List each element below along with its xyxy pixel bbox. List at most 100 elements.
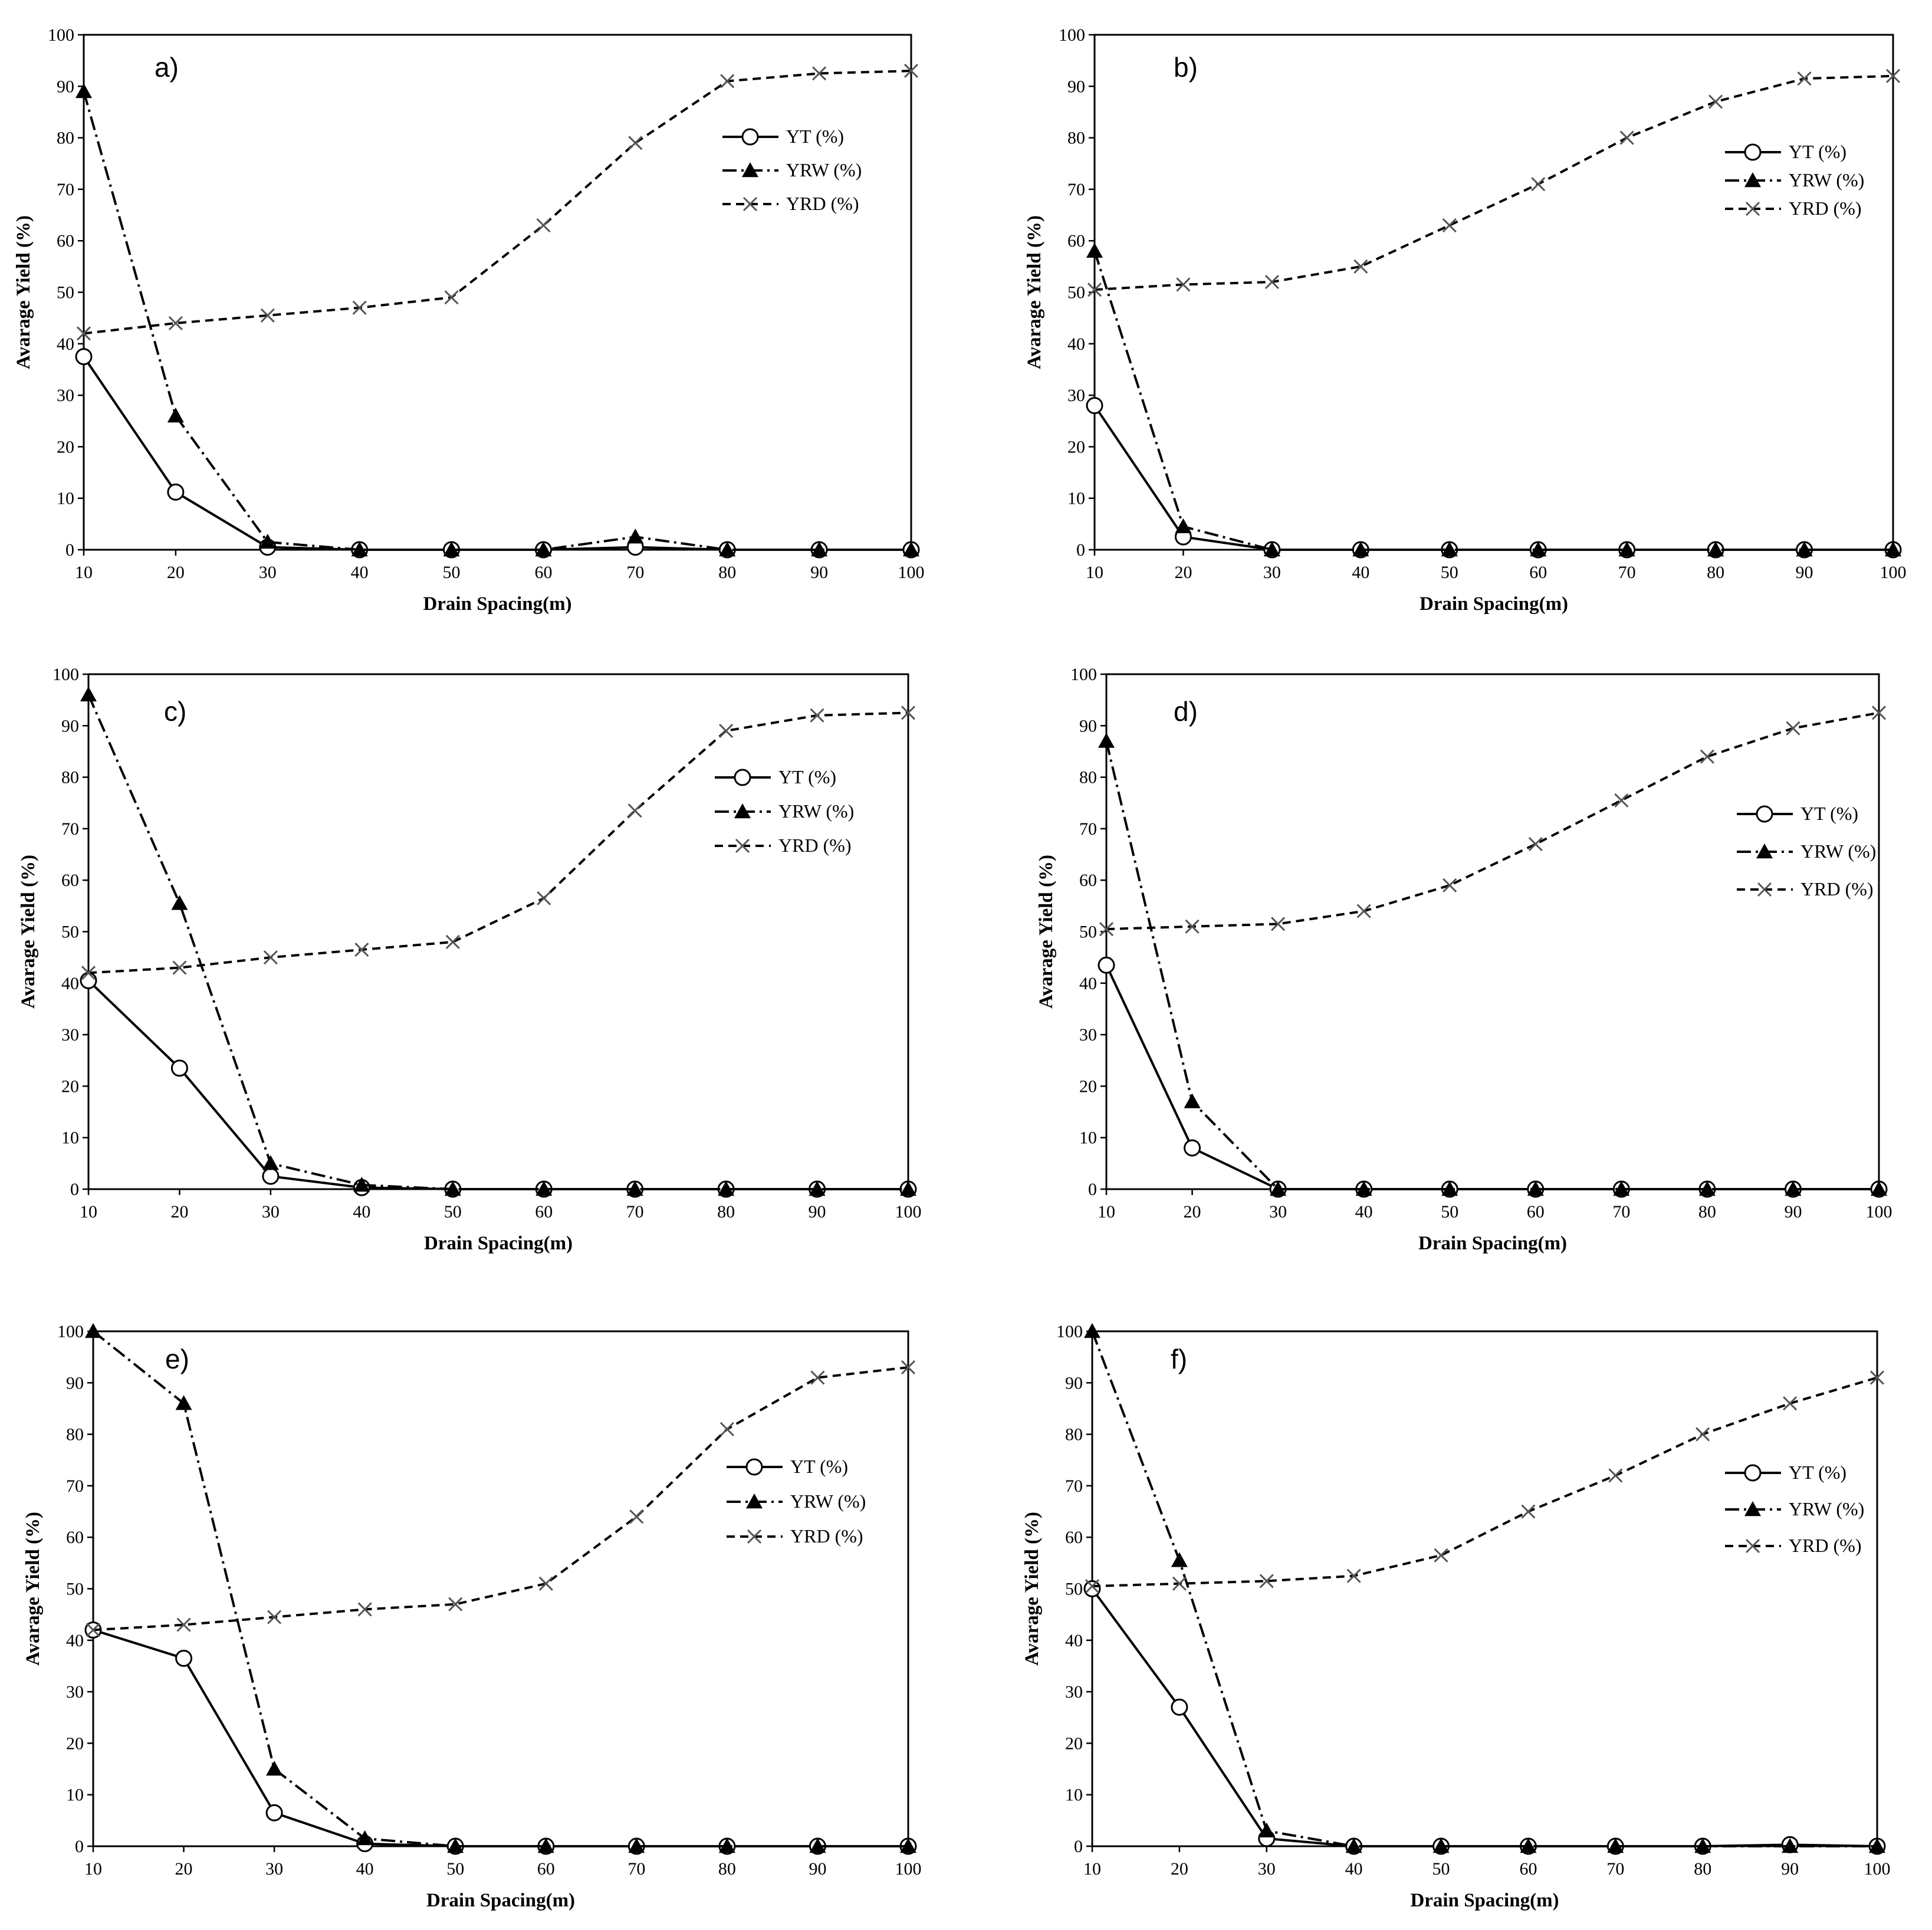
- y-tick-label: 0: [1088, 1180, 1097, 1199]
- data-point: [445, 934, 460, 950]
- legend-entry: YRD (%): [715, 835, 852, 856]
- panel-label: f): [1171, 1344, 1187, 1374]
- x-tick-label: 60: [1519, 1859, 1537, 1879]
- legend-marker: [745, 1458, 763, 1476]
- data-point: [1353, 259, 1368, 274]
- data-point: [809, 1838, 826, 1853]
- x-tick-label: 90: [810, 563, 828, 582]
- legend-entry: YRD (%): [1725, 1535, 1862, 1556]
- x-tick-label: 90: [809, 1859, 826, 1879]
- data-point: [1176, 277, 1191, 292]
- legend-label: YT (%): [1800, 803, 1858, 824]
- y-tick-label: 0: [75, 1837, 84, 1856]
- x-tick-label: 40: [353, 1202, 370, 1222]
- series-yrd: [1099, 705, 1887, 937]
- x-tick-label: 90: [1781, 1859, 1799, 1879]
- y-tick-label: 50: [1067, 283, 1085, 303]
- legend-entry: YRD (%): [1737, 878, 1874, 900]
- data-point: [1527, 1181, 1544, 1196]
- x-tick-label: 70: [1612, 1202, 1630, 1222]
- x-tick-label: 10: [1098, 1202, 1115, 1222]
- y-tick-label: 80: [1067, 129, 1085, 148]
- legend-entry: YRW (%): [1737, 841, 1876, 862]
- y-tick-label: 50: [61, 923, 79, 942]
- data-point: [75, 348, 93, 366]
- legend-marker: [735, 838, 750, 854]
- y-tick-label: 90: [1079, 716, 1097, 736]
- data-point: [901, 1360, 916, 1375]
- legend-entry: YRD (%): [722, 193, 859, 214]
- data-point: [903, 64, 919, 78]
- data-point: [262, 1155, 279, 1170]
- data-point: [1185, 919, 1200, 934]
- legend-entry: YRD (%): [727, 1525, 863, 1547]
- legend-entry: YRD (%): [1725, 198, 1862, 219]
- data-point: [1441, 1181, 1458, 1196]
- y-tick-label: 0: [65, 540, 74, 560]
- data-point: [1700, 749, 1714, 764]
- x-tick-label: 80: [1694, 1859, 1711, 1879]
- legend-entry: YT (%): [1737, 803, 1858, 824]
- legend-label: YRD (%): [1800, 878, 1874, 900]
- x-tick-label: 100: [1880, 563, 1907, 582]
- legend-marker: [742, 162, 758, 178]
- y-tick-label: 60: [66, 1528, 84, 1547]
- data-point: [259, 533, 276, 549]
- x-tick-label: 50: [444, 1202, 462, 1222]
- x-tick-label: 10: [84, 1859, 102, 1879]
- x-tick-label: 90: [1784, 1202, 1802, 1222]
- x-tick-label: 100: [1864, 1859, 1891, 1879]
- data-point: [267, 1610, 282, 1624]
- x-tick-label: 100: [1866, 1202, 1892, 1222]
- data-point: [448, 1597, 463, 1611]
- legend-entry: YRW (%): [1725, 1498, 1864, 1519]
- data-point: [1521, 1504, 1536, 1519]
- y-axis-title: Avarage Yield (%): [1024, 215, 1045, 369]
- data-point: [1869, 1370, 1885, 1385]
- x-tick-label: 30: [259, 563, 277, 582]
- data-point: [354, 942, 369, 957]
- series-yt: [80, 971, 917, 1198]
- data-point: [1785, 1181, 1802, 1196]
- y-axis-title: Avarage Yield (%): [22, 1512, 44, 1666]
- data-point: [170, 1059, 188, 1077]
- y-tick-label: 30: [61, 1025, 79, 1045]
- x-tick-label: 60: [534, 563, 552, 582]
- data-point: [626, 1181, 643, 1196]
- legend-label: YT (%): [1789, 141, 1846, 162]
- legend-entry: YT (%): [1725, 1462, 1846, 1483]
- data-point: [1871, 705, 1887, 720]
- legend-marker: [1756, 805, 1773, 823]
- series-yrw: [75, 83, 919, 557]
- x-tick-label: 50: [1441, 1202, 1458, 1222]
- y-axis-title: Avarage Yield (%): [13, 215, 34, 369]
- data-point: [900, 1838, 916, 1853]
- series-line: [83, 70, 912, 335]
- y-tick-label: 100: [48, 25, 74, 45]
- data-point: [1618, 541, 1635, 557]
- plot-area-frame: [1091, 1330, 1878, 1847]
- y-tick-label: 70: [1079, 819, 1097, 839]
- x-tick-label: 30: [1258, 1859, 1276, 1879]
- x-tick-label: 50: [446, 1859, 464, 1879]
- y-tick-label: 60: [1079, 871, 1097, 890]
- y-tick-label: 80: [1065, 1425, 1083, 1445]
- legend-label: YRW (%): [790, 1491, 866, 1512]
- data-point: [175, 1395, 192, 1410]
- legend-label: YRW (%): [1789, 1498, 1864, 1519]
- legend-label: YRD (%): [790, 1525, 863, 1547]
- y-tick-label: 10: [66, 1785, 84, 1805]
- x-tick-label: 50: [1432, 1859, 1450, 1879]
- y-axis-title: Avarage Yield (%): [1021, 1512, 1043, 1666]
- data-point: [627, 529, 644, 544]
- x-tick-label: 60: [1529, 563, 1547, 582]
- legend-marker: [747, 1529, 762, 1544]
- legend-marker: [1744, 1501, 1761, 1517]
- series-line: [87, 979, 908, 1190]
- y-tick-label: 10: [57, 489, 74, 508]
- plot-area-frame: [87, 673, 909, 1190]
- legend-marker: [1745, 201, 1760, 216]
